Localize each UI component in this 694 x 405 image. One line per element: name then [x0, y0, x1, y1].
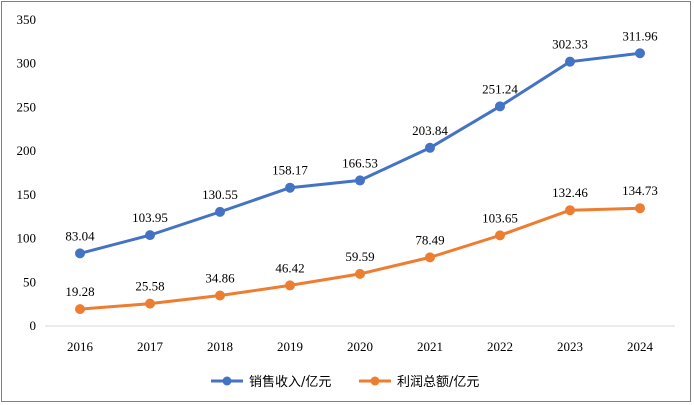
- data-label: 25.58: [135, 279, 164, 294]
- data-point: [355, 175, 365, 186]
- data-point: [215, 206, 225, 217]
- data-point: [495, 101, 505, 112]
- y-tick-label: 200: [17, 143, 37, 158]
- data-label: 103.95: [132, 210, 168, 225]
- data-point: [75, 248, 85, 259]
- data-point: [145, 298, 155, 309]
- data-point: [425, 252, 435, 263]
- y-tick-label: 100: [17, 231, 37, 246]
- legend-point-marker: [222, 376, 232, 386]
- chart-axes: 0 50 100 150 200 250 300 350 2016 2017 2018 2019 202…: [17, 12, 675, 354]
- data-point: [495, 230, 505, 241]
- data-point: [285, 182, 295, 193]
- y-tick-label: 150: [17, 187, 37, 202]
- x-tick-label: 2017: [137, 339, 164, 354]
- data-label: 83.04: [65, 228, 95, 243]
- data-point: [565, 56, 575, 67]
- data-label: 130.55: [202, 187, 238, 202]
- x-tick-label: 2021: [417, 339, 443, 354]
- data-label: 103.65: [482, 210, 518, 225]
- legend: 销售收入/亿元 利润总额/亿元: [211, 374, 479, 390]
- data-label: 251.24: [482, 81, 518, 96]
- data-label: 34.86: [205, 271, 235, 286]
- data-label: 132.46: [552, 185, 588, 200]
- data-point: [355, 268, 365, 279]
- y-tick-label: 0: [30, 318, 37, 333]
- data-point: [285, 280, 295, 291]
- x-tick-label: 2020: [347, 339, 373, 354]
- x-tick-label: 2024: [627, 339, 654, 354]
- data-label: 134.73: [622, 183, 658, 198]
- data-label: 46.42: [275, 260, 304, 275]
- data-point: [635, 48, 645, 59]
- y-tick-label: 250: [17, 99, 37, 114]
- data-label: 311.96: [622, 28, 658, 43]
- data-point: [145, 230, 155, 241]
- data-label: 19.28: [65, 284, 94, 299]
- x-tick-label: 2022: [487, 339, 513, 354]
- series-layer: [75, 48, 645, 315]
- y-tick-label: 350: [17, 12, 37, 27]
- legend-point-marker: [370, 376, 380, 386]
- data-point: [635, 203, 645, 214]
- data-label: 78.49: [415, 232, 444, 247]
- data-labels-layer: 83.04 103.95 130.55 158.17 166.53 203.84 251.2…: [65, 28, 658, 299]
- data-point: [215, 290, 225, 301]
- x-tick-label: 2018: [207, 339, 233, 354]
- legend-label: 利润总额/亿元: [397, 375, 479, 390]
- y-tick-label: 50: [23, 274, 36, 289]
- data-point: [565, 205, 575, 216]
- data-label: 302.33: [552, 37, 588, 52]
- data-label: 166.53: [342, 155, 378, 170]
- data-label: 59.59: [345, 249, 374, 264]
- data-point: [75, 304, 85, 315]
- y-tick-label: 300: [17, 56, 37, 71]
- legend-label: 销售收入/亿元: [249, 374, 331, 390]
- x-tick-label: 2019: [277, 339, 303, 354]
- x-tick-label: 2016: [67, 339, 94, 354]
- data-label: 203.84: [412, 123, 448, 138]
- data-label: 158.17: [272, 163, 308, 178]
- data-point: [425, 142, 435, 153]
- x-tick-label: 2023: [557, 339, 583, 354]
